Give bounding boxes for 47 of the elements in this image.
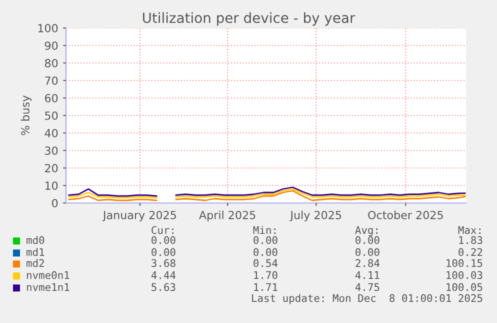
legend-label: md1 [26, 248, 44, 256]
y-tick-label: 50 [45, 111, 58, 120]
y-tick-label: 10 [45, 181, 58, 190]
y-tick-label: 0 [52, 198, 58, 208]
text: 1.83 [459, 236, 482, 244]
text: 3.68 [152, 259, 176, 268]
text: 100.15 [446, 259, 482, 268]
text: 0.00 [254, 236, 278, 244]
text: 4.11 [355, 271, 380, 279]
text: 2.84 [356, 259, 380, 268]
text: 0.00 [356, 236, 380, 244]
text: 4.75 [355, 283, 380, 292]
text: Avg: [355, 226, 378, 236]
y-axis-title: % busy [20, 96, 32, 136]
text: Min: [253, 226, 276, 234]
x-tick-label: July 2025 [290, 210, 342, 222]
text: 4.44 [151, 271, 176, 279]
text: 5.63 [152, 283, 176, 292]
text: 100.05 [446, 283, 482, 292]
chart-title: Utilization per device - by year [143, 12, 356, 26]
y-tick-label: 40 [44, 128, 58, 138]
text: 0.00 [356, 248, 380, 256]
text: 0.22 [458, 248, 482, 256]
y-tick-label: 90 [44, 41, 58, 50]
y-tick-label: 70 [45, 76, 58, 85]
y-tick-label: 100 [38, 24, 58, 32]
y-tick-label: 20 [45, 164, 58, 172]
y-tick-label: 60 [45, 94, 58, 102]
text: Max: [458, 226, 480, 234]
text: 100.03 [446, 271, 482, 280]
text: 1.71 [254, 283, 278, 291]
legend-label: md2 [26, 258, 44, 268]
legend-label: nvme0n1 [26, 271, 70, 280]
text: 0.54 [254, 259, 278, 268]
text: 0.00 [254, 248, 278, 256]
y-tick-label: 30 [45, 146, 58, 155]
legend-label: nvme1n1 [26, 283, 70, 292]
x-tick-label: April 2025 [199, 210, 256, 222]
text: 0.00 [152, 248, 176, 256]
text: Cur: [152, 226, 174, 234]
text: 1.70 [254, 271, 278, 280]
text: Last update: Mon Dec 8 01:00:01 2025 [252, 294, 482, 304]
y-tick-label: 80 [44, 58, 58, 68]
x-tick-label: October 2025 [368, 210, 443, 220]
x-tick-label: January 2025 [102, 210, 176, 222]
text: 0.00 [152, 236, 176, 244]
legend-label: md0 [26, 236, 44, 244]
